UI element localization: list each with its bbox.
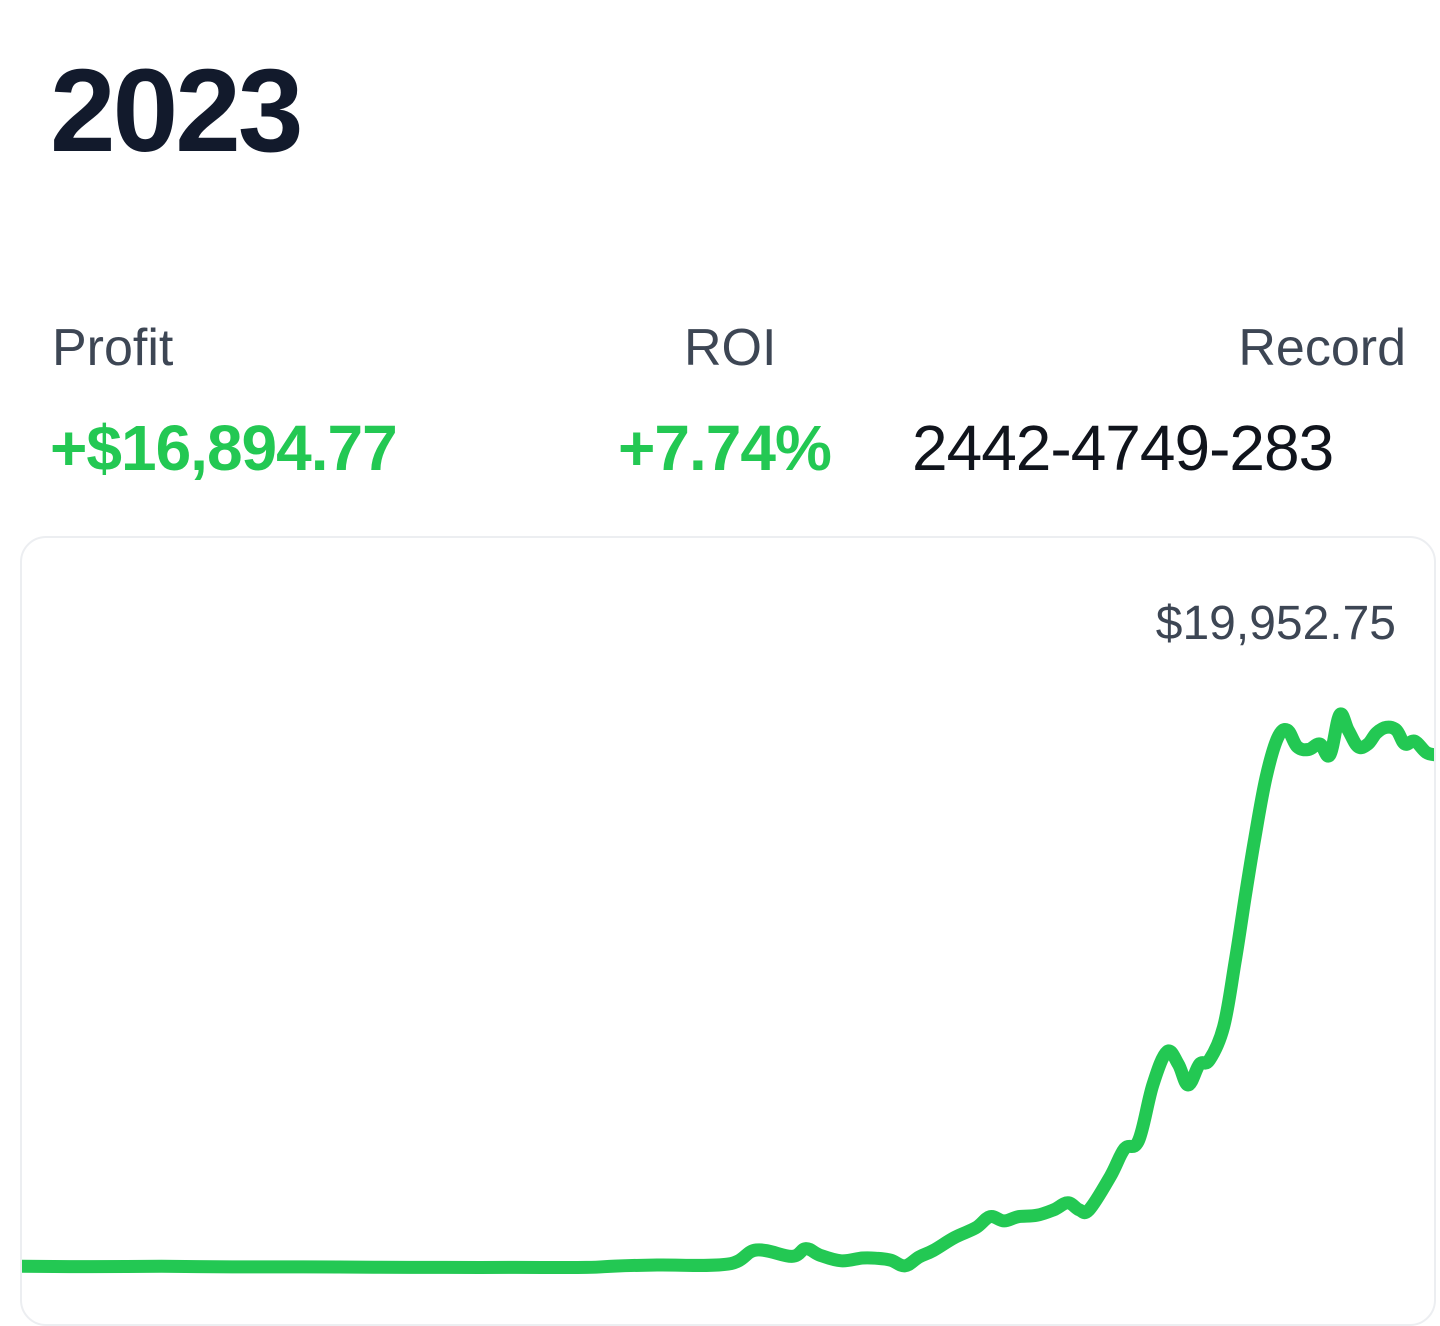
record-label: Record (1238, 319, 1406, 377)
record-value-text: 2442-4749-283 (912, 416, 1334, 480)
chart-peak-label: $19,952.75 (1155, 597, 1396, 650)
page-title: 2023 (50, 45, 304, 177)
profit-chart-card[interactable]: $19,952.75 (20, 536, 1436, 1326)
roi-label: ROI (684, 319, 777, 377)
profit-line-chart[interactable] (22, 538, 1436, 1326)
profit-label: Profit (52, 319, 174, 377)
record-value: 2442-4749-283 (912, 416, 1406, 480)
series-line (22, 707, 1434, 1275)
profit-value: +$16,894.77 (50, 412, 398, 484)
roi-value: +7.74% (618, 412, 832, 484)
